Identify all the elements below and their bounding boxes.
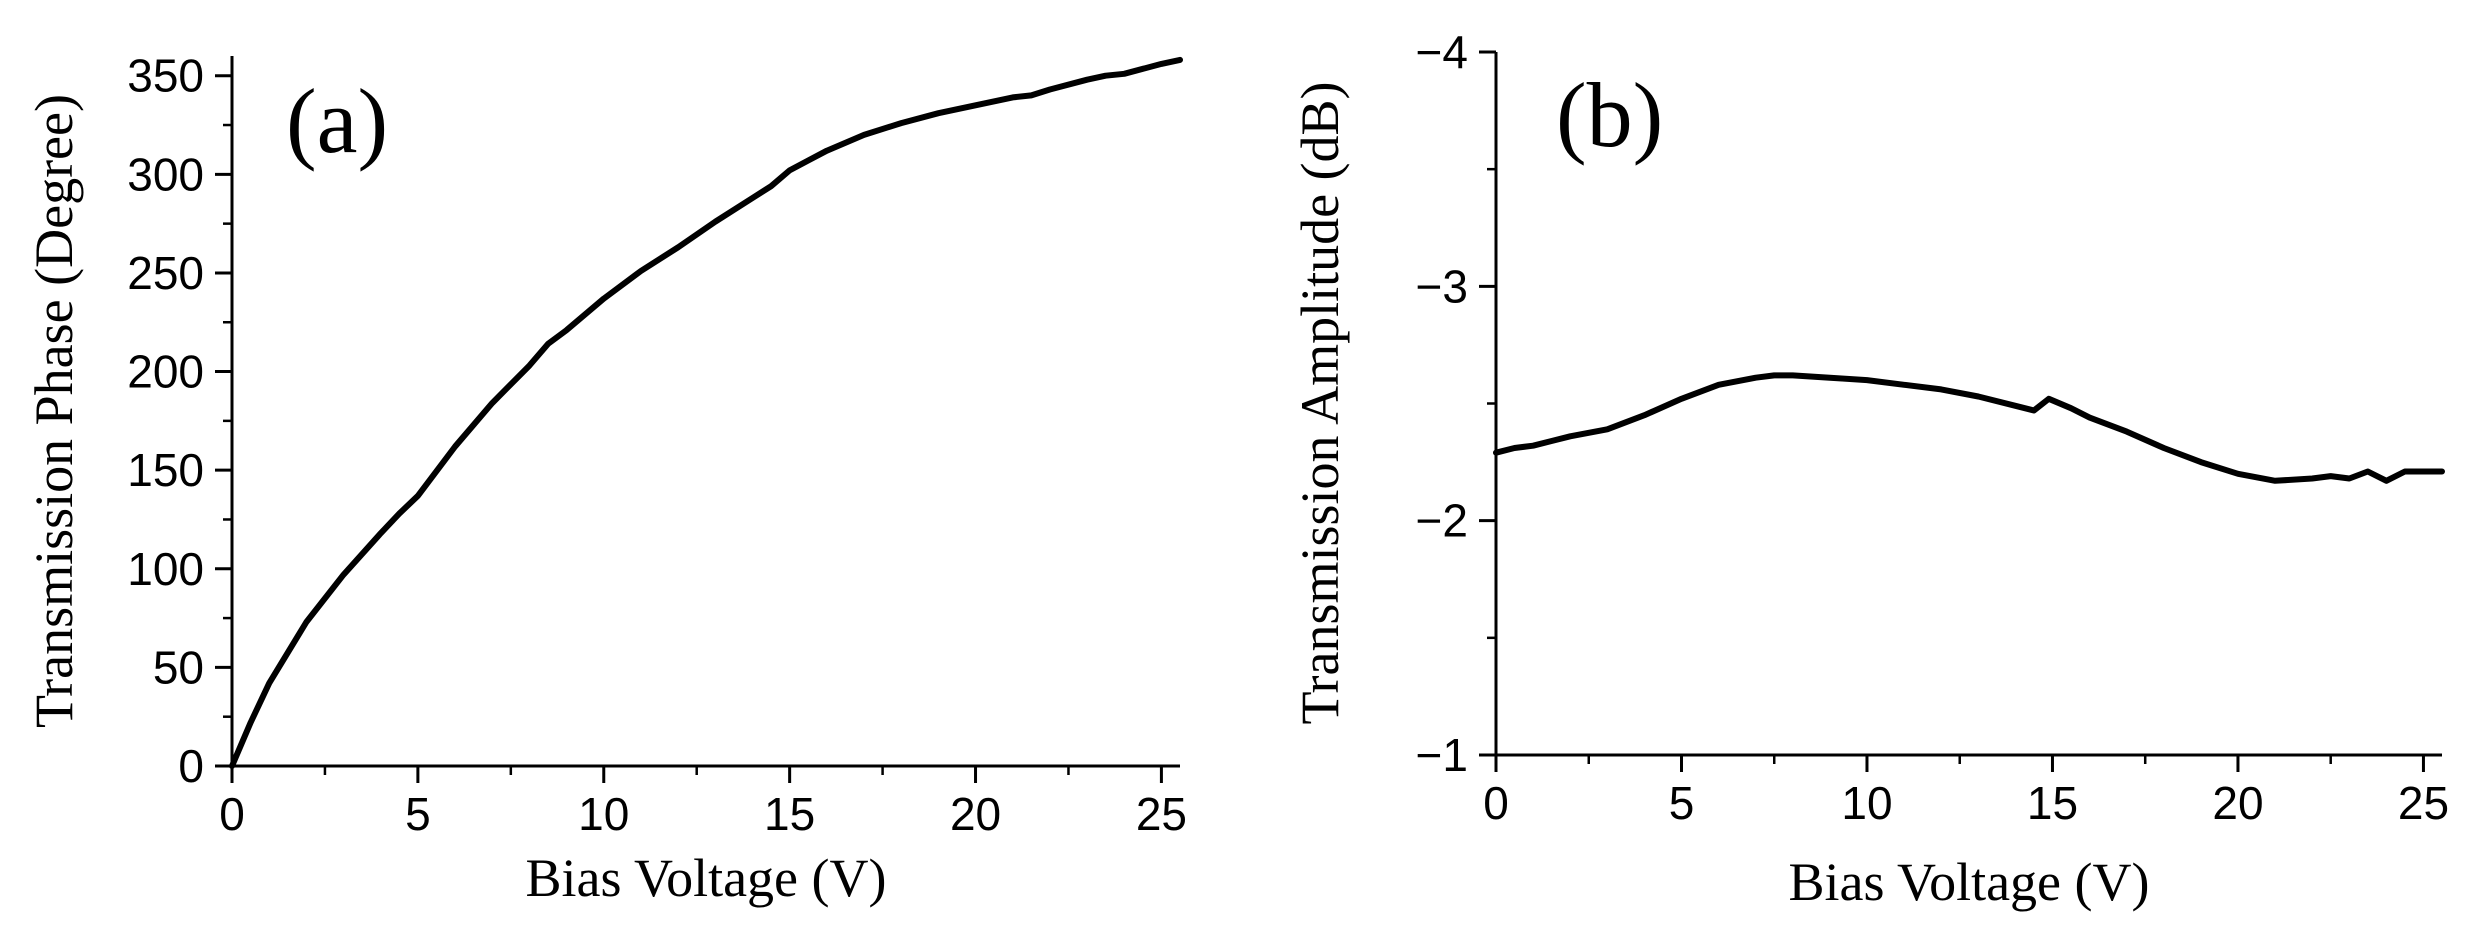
panel-label-b: (b) — [1556, 64, 1663, 166]
y-tick-label: 250 — [127, 247, 204, 299]
x-tick-label: 0 — [219, 788, 245, 840]
x-tick-label: 25 — [2398, 777, 2449, 829]
y-tick-label: 350 — [127, 50, 204, 102]
x-tick-label: 15 — [2027, 777, 2078, 829]
x-ticks-b: 0 5 10 15 20 25 — [1483, 755, 2449, 829]
panel-b: 0 5 10 15 20 25 −1 −2 −3 −4 (b) Bias Voltage (V)… — [1290, 26, 2449, 912]
panel-label-a: (a) — [286, 70, 388, 172]
y-ticks-a: 0 50 100 150 200 250 300 350 — [127, 50, 232, 792]
plot-area-a — [232, 56, 1180, 766]
y-tick-label: −4 — [1416, 26, 1468, 78]
y-tick-label: −2 — [1416, 495, 1468, 547]
x-tick-label: 0 — [1483, 777, 1509, 829]
x-tick-label: 25 — [1136, 788, 1187, 840]
panel-a: 0 5 10 15 20 25 0 50 100 150 200 250 300 350 (a) Bia… — [24, 50, 1187, 908]
y-ticks-b: −1 −2 −3 −4 — [1416, 26, 1496, 781]
x-tick-label: 20 — [2212, 777, 2263, 829]
series-line-amplitude — [1493, 372, 2445, 484]
x-tick-label: 20 — [950, 788, 1001, 840]
x-axis-title-b: Bias Voltage (V) — [1789, 852, 2150, 912]
y-tick-label: −1 — [1416, 729, 1468, 781]
x-tick-label: 15 — [764, 788, 815, 840]
y-axis-title-b: Transmission Amplitude (dB) — [1290, 81, 1350, 724]
y-axis-title-a: Transmission Phase (Degree) — [24, 94, 84, 728]
x-tick-label: 10 — [1841, 777, 1892, 829]
y-tick-label: 200 — [127, 346, 204, 398]
y-tick-label: 0 — [178, 740, 204, 792]
y-tick-label: 150 — [127, 444, 204, 496]
series-line-phase — [229, 56, 1183, 769]
x-tick-label: 5 — [1669, 777, 1695, 829]
x-tick-label: 5 — [405, 788, 431, 840]
x-axis-title-a: Bias Voltage (V) — [526, 848, 887, 908]
plot-area-b — [1496, 52, 2442, 755]
y-tick-label: 300 — [127, 148, 204, 200]
y-tick-label: −3 — [1416, 260, 1468, 312]
x-tick-label: 10 — [578, 788, 629, 840]
y-tick-label: 100 — [127, 543, 204, 595]
x-ticks-a: 0 5 10 15 20 25 — [219, 766, 1187, 840]
y-tick-label: 50 — [153, 641, 204, 693]
